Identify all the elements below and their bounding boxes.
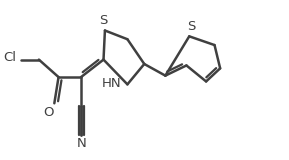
Text: N: N — [77, 137, 86, 150]
Text: Cl: Cl — [3, 51, 16, 64]
Text: S: S — [187, 20, 196, 33]
Text: HN: HN — [102, 77, 121, 90]
Text: S: S — [99, 14, 108, 27]
Text: O: O — [43, 106, 53, 119]
